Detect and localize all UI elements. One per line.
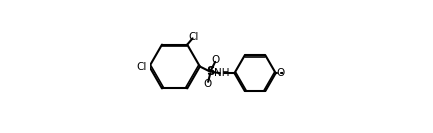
- Text: NH: NH: [214, 68, 229, 78]
- Text: O: O: [276, 68, 284, 78]
- Text: O: O: [204, 79, 212, 89]
- Text: S: S: [206, 65, 215, 78]
- Text: Cl: Cl: [137, 61, 147, 72]
- Text: O: O: [212, 55, 220, 65]
- Text: Cl: Cl: [188, 32, 198, 42]
